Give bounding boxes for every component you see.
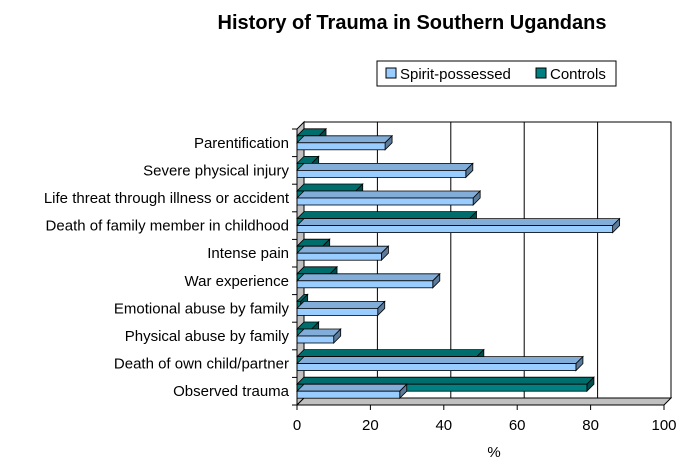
bar-top-spirit-possessed-emotional-abuse-by-family — [296, 300, 386, 309]
bar-top-controls-death-of-own-child-partner — [296, 349, 485, 358]
bar-spirit-possessed-emotional-abuse-by-family — [296, 300, 386, 317]
bar-front-spirit-possessed-severe-physical-injury — [296, 169, 467, 178]
category-label-death-of-family-member-in-childhood: Death of family member in childhood — [46, 218, 289, 235]
y-axis-ticks — [292, 128, 297, 406]
bar-top-spirit-possessed-observed-trauma — [296, 383, 408, 392]
bar-front-spirit-possessed-war-experience — [296, 280, 434, 289]
bar-top-spirit-possessed-life-threat-through-illness-or-accident — [296, 190, 482, 199]
x-tick-label-60: 60 — [509, 417, 526, 434]
bar-top-spirit-possessed-death-of-family-member-in-childhood — [296, 218, 621, 227]
bar-spirit-possessed-death-of-family-member-in-childhood — [296, 217, 621, 234]
bar-top-controls-life-threat-through-illness-or-accident — [296, 183, 364, 192]
plot-area: 0 20 40 60 80 100 Parentification Severe physi… — [44, 120, 677, 434]
category-label-life-threat-through-illness-or-accident: Life threat through illness or accident — [44, 190, 290, 207]
bar-top-spirit-possessed-physical-abuse-by-family — [296, 328, 342, 337]
bar-front-spirit-possessed-death-of-family-member-in-childhood — [296, 225, 614, 234]
bar-top-spirit-possessed-parentification — [296, 135, 394, 144]
category-label-physical-abuse-by-family: Physical abuse by family — [125, 328, 290, 345]
category-label-emotional-abuse-by-family: Emotional abuse by family — [114, 300, 290, 317]
bar-spirit-possessed-intense-pain — [296, 245, 390, 262]
bars — [296, 127, 621, 400]
bar-top-spirit-possessed-war-experience — [296, 273, 441, 282]
bar-controls-observed-trauma — [296, 376, 595, 393]
x-axis-label: % — [487, 444, 500, 461]
x-tick-label-100: 100 — [651, 417, 676, 434]
category-label-war-experience: War experience — [185, 273, 290, 290]
bar-front-spirit-possessed-physical-abuse-by-family — [296, 335, 335, 344]
x-tick-label-80: 80 — [582, 417, 599, 434]
bar-spirit-possessed-war-experience — [296, 272, 441, 289]
category-label-parentification: Parentification — [194, 135, 289, 152]
category-labels: Parentification Severe physical injury Lif… — [44, 135, 290, 400]
legend-swatch-controls — [535, 67, 547, 79]
x-tick-label-40: 40 — [435, 417, 452, 434]
bar-front-spirit-possessed-observed-trauma — [296, 390, 401, 399]
category-label-intense-pain: Intense pain — [207, 245, 289, 262]
bar-top-spirit-possessed-death-of-own-child-partner — [296, 356, 584, 365]
x-tick-label-20: 20 — [362, 417, 379, 434]
bar-top-controls-death-of-family-member-in-childhood — [296, 211, 478, 220]
bar-top-controls-observed-trauma — [296, 376, 595, 385]
bar-spirit-possessed-life-threat-through-illness-or-accident — [296, 190, 482, 206]
bar-spirit-possessed-severe-physical-injury — [296, 162, 474, 179]
bar-spirit-possessed-death-of-own-child-partner — [296, 355, 584, 372]
bar-front-spirit-possessed-intense-pain — [296, 252, 382, 261]
bar-top-spirit-possessed-severe-physical-injury — [296, 162, 474, 171]
bar-spirit-possessed-observed-trauma — [296, 383, 408, 400]
legend-box — [376, 60, 617, 87]
legend-label-controls: Controls — [550, 66, 606, 83]
bar-front-spirit-possessed-emotional-abuse-by-family — [296, 307, 379, 316]
legend-label-spirit-possessed: Spirit-possessed — [400, 66, 511, 83]
bar-spirit-possessed-parentification — [296, 134, 394, 151]
legend: Spirit-possessed Controls — [376, 60, 617, 87]
category-label-observed-trauma: Observed trauma — [173, 383, 290, 400]
chart-title: History of Trauma in Southern Ugandans — [218, 12, 607, 34]
x-axis-ticks: 0 20 40 60 80 100 — [293, 405, 677, 434]
bar-spirit-possessed-physical-abuse-by-family — [296, 328, 342, 344]
category-label-death-of-own-child-partner: Death of own child/partner — [114, 356, 289, 373]
bar-front-spirit-possessed-death-of-own-child-partner — [296, 363, 577, 372]
bar-top-spirit-possessed-intense-pain — [296, 245, 390, 254]
bar-front-spirit-possessed-life-threat-through-illness-or-accident — [296, 197, 474, 206]
legend-swatch-spirit-possessed — [385, 67, 397, 79]
bar-front-spirit-possessed-parentification — [296, 142, 386, 151]
x-tick-label-0: 0 — [293, 417, 301, 434]
category-label-severe-physical-injury: Severe physical injury — [143, 162, 289, 179]
plot-floor — [295, 397, 673, 406]
